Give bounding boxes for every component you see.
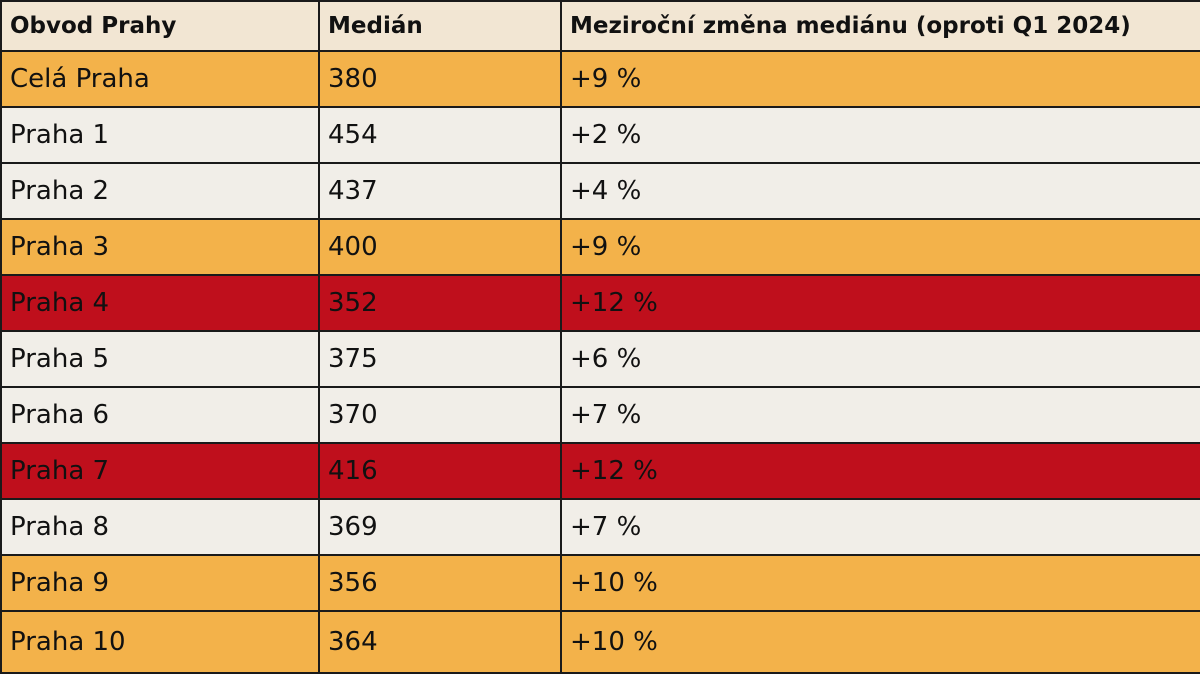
cell-median: 364 [318, 609, 562, 674]
cell-district: Praha 8 [0, 497, 320, 556]
table-row: Praha 5 375 +6 % [0, 329, 1200, 388]
table-row: Praha 8 369 +7 % [0, 497, 1200, 556]
cell-change: +12 % [560, 441, 1200, 500]
cell-median: 356 [318, 553, 562, 612]
table-row: Praha 4 352 +12 % [0, 273, 1200, 332]
header-change: Meziroční změna mediánu (oproti Q1 2024) [560, 0, 1200, 52]
cell-median: 400 [318, 217, 562, 276]
table-row: Praha 7 416 +12 % [0, 441, 1200, 500]
cell-median: 380 [318, 50, 562, 108]
cell-change: +7 % [560, 385, 1200, 444]
cell-district: Praha 7 [0, 441, 320, 500]
cell-change: +9 % [560, 217, 1200, 276]
cell-district: Celá Praha [0, 50, 320, 108]
cell-change: +6 % [560, 329, 1200, 388]
cell-change: +10 % [560, 609, 1200, 674]
cell-district: Praha 6 [0, 385, 320, 444]
cell-district: Praha 2 [0, 161, 320, 220]
table-row: Praha 3 400 +9 % [0, 217, 1200, 276]
cell-district: Praha 5 [0, 329, 320, 388]
table-row: Praha 2 437 +4 % [0, 161, 1200, 220]
cell-change: +7 % [560, 497, 1200, 556]
cell-district: Praha 10 [0, 609, 320, 674]
cell-median: 416 [318, 441, 562, 500]
cell-district: Praha 9 [0, 553, 320, 612]
cell-change: +9 % [560, 50, 1200, 108]
cell-district: Praha 4 [0, 273, 320, 332]
header-median: Medián [318, 0, 562, 52]
cell-change: +10 % [560, 553, 1200, 612]
cell-district: Praha 1 [0, 105, 320, 164]
table-row: Praha 10 364 +10 % [0, 609, 1200, 674]
table-row: Praha 9 356 +10 % [0, 553, 1200, 612]
cell-median: 369 [318, 497, 562, 556]
table-row: Praha 1 454 +2 % [0, 105, 1200, 164]
cell-median: 375 [318, 329, 562, 388]
cell-change: +2 % [560, 105, 1200, 164]
cell-median: 370 [318, 385, 562, 444]
table-row: Praha 6 370 +7 % [0, 385, 1200, 444]
cell-median: 454 [318, 105, 562, 164]
table-row: Celá Praha 380 +9 % [0, 50, 1200, 108]
cell-change: +4 % [560, 161, 1200, 220]
cell-district: Praha 3 [0, 217, 320, 276]
header-district: Obvod Prahy [0, 0, 320, 52]
table-header-row: Obvod Prahy Medián Meziroční změna mediá… [0, 0, 1200, 52]
cell-change: +12 % [560, 273, 1200, 332]
cell-median: 352 [318, 273, 562, 332]
cell-median: 437 [318, 161, 562, 220]
